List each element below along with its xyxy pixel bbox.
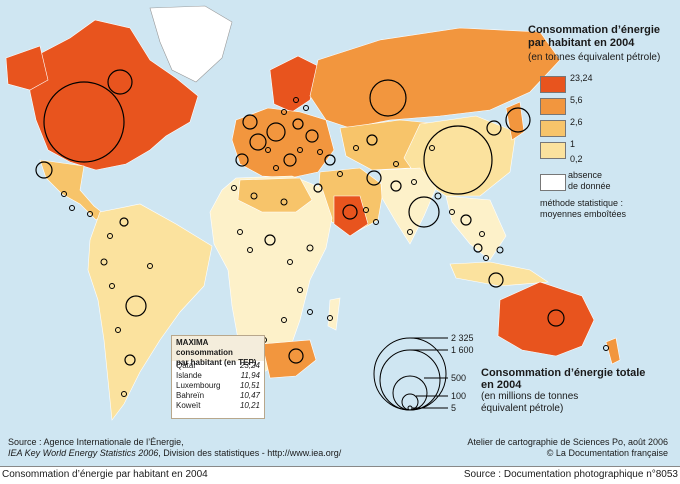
- alaska-shape: [5, 45, 49, 91]
- scale-label: 2 325: [451, 333, 474, 343]
- circle-thailand: [460, 214, 472, 226]
- legend-class-label: 5,6: [570, 95, 583, 105]
- small-circles: [61, 97, 609, 397]
- greenland-shape: [149, 5, 233, 83]
- table-row: Bahreïn 10,47: [176, 391, 260, 400]
- circle-venezuela: [119, 217, 129, 227]
- scale-circles: [373, 337, 448, 411]
- legend-swatch-3: [540, 120, 566, 137]
- caption: Consommation d’énergie par habitant en 2…: [2, 469, 208, 480]
- legend-class-label: 2,6: [570, 117, 583, 127]
- total-legend-subtitle: (en millions de tonnes équivalent pétrol…: [481, 391, 579, 414]
- circle-uk: [242, 114, 258, 130]
- circle-korea: [486, 120, 502, 136]
- total-consumption-circles: [35, 69, 565, 366]
- circle-poland: [292, 118, 304, 130]
- madagascar-shape: [327, 297, 341, 331]
- atelier-credit: Atelier de cartographie de Sciences Po, …: [467, 437, 668, 458]
- caption-bar: Consommation d’énergie par habitant en 2…: [0, 466, 680, 484]
- southeast-asia-shape: [445, 195, 507, 261]
- australia-shape: [497, 281, 595, 357]
- circle-saudi: [342, 204, 358, 220]
- circle-china: [423, 125, 493, 195]
- legend-swatch-5: [540, 174, 566, 191]
- circle-germany: [266, 122, 286, 142]
- russia-shape: [309, 27, 561, 129]
- circle-france: [249, 133, 267, 151]
- circle-malaysia: [473, 243, 483, 253]
- circle-south-africa: [288, 348, 304, 364]
- circle-brazil: [125, 295, 147, 317]
- legend-class-label: 0,2: [570, 154, 583, 164]
- circle-russia: [369, 79, 407, 117]
- legend-method: méthode statistique : moyennes emboîtées: [540, 198, 627, 219]
- circle-italy: [283, 153, 297, 167]
- table-row: Luxembourg 10,51: [176, 381, 260, 390]
- circle-iran: [366, 170, 382, 186]
- legend-swatch-1: [540, 76, 566, 93]
- south-america-shape: [87, 203, 213, 421]
- scale-label: 500: [451, 373, 467, 383]
- photo-credit: Source : Documentation photographique n°…: [463, 469, 678, 480]
- circle-canada: [107, 69, 133, 95]
- europe-shape: [231, 107, 335, 179]
- maxima-rows: Qatar 23,24 Islande 11,94 Luxembourg 10,51 …: [172, 361, 264, 411]
- circle-usa: [43, 81, 125, 163]
- circle-australia: [547, 309, 565, 327]
- legend-absence: absence de donnée: [568, 170, 611, 191]
- total-legend-title: Consommation d’énergie totale en 2004: [481, 367, 646, 391]
- scandinavia-shape: [269, 55, 319, 113]
- map-graphic: [5, 5, 621, 421]
- circle-nigeria: [264, 234, 276, 246]
- circle-indonesia: [488, 272, 504, 288]
- legend-class-label: 1: [570, 139, 576, 149]
- circle-kazakhstan: [366, 134, 378, 146]
- south-africa-shape: [261, 339, 317, 379]
- circle-india: [408, 196, 440, 228]
- circle-turkey: [324, 154, 336, 166]
- scale-label: 100: [451, 391, 467, 401]
- maxima-table: MAXIMA consommation par habitant (en TEP…: [171, 335, 265, 419]
- table-row: Islande 11,94: [176, 371, 260, 380]
- legend-swatch-2: [540, 98, 566, 115]
- circle-mexico: [35, 161, 53, 179]
- legend-subtitle: (en tonnes équivalent pétrole): [528, 52, 661, 63]
- scale-label: 5: [451, 403, 457, 413]
- world-map: Consommation d’énergie par habitant en 2…: [0, 0, 680, 466]
- circle-spain: [235, 153, 249, 167]
- new-zealand-shape: [605, 337, 621, 365]
- table-row: Koweït 10,21: [176, 401, 260, 410]
- circle-egypt: [313, 183, 323, 193]
- circle-japan: [505, 107, 531, 133]
- north-africa-shape: [237, 177, 313, 213]
- source-note: Source : Agence Internationale de l’Éner…: [8, 437, 342, 458]
- circle-ukraine: [305, 129, 319, 143]
- legend-swatch-4: [540, 142, 566, 159]
- table-row: Qatar 23,24: [176, 361, 260, 370]
- circle-argentina: [124, 354, 136, 366]
- legend-title: Consommation d’énergie par habitant en 2…: [528, 24, 661, 49]
- india-shape: [379, 167, 437, 245]
- legend-class-label: 23,24: [570, 73, 593, 83]
- scale-label: 1 600: [451, 345, 474, 355]
- saudi-arabia-shape: [333, 195, 369, 237]
- circle-pakistan: [390, 180, 402, 192]
- maxima-title: MAXIMA consommation par habitant (en TEP…: [172, 336, 264, 367]
